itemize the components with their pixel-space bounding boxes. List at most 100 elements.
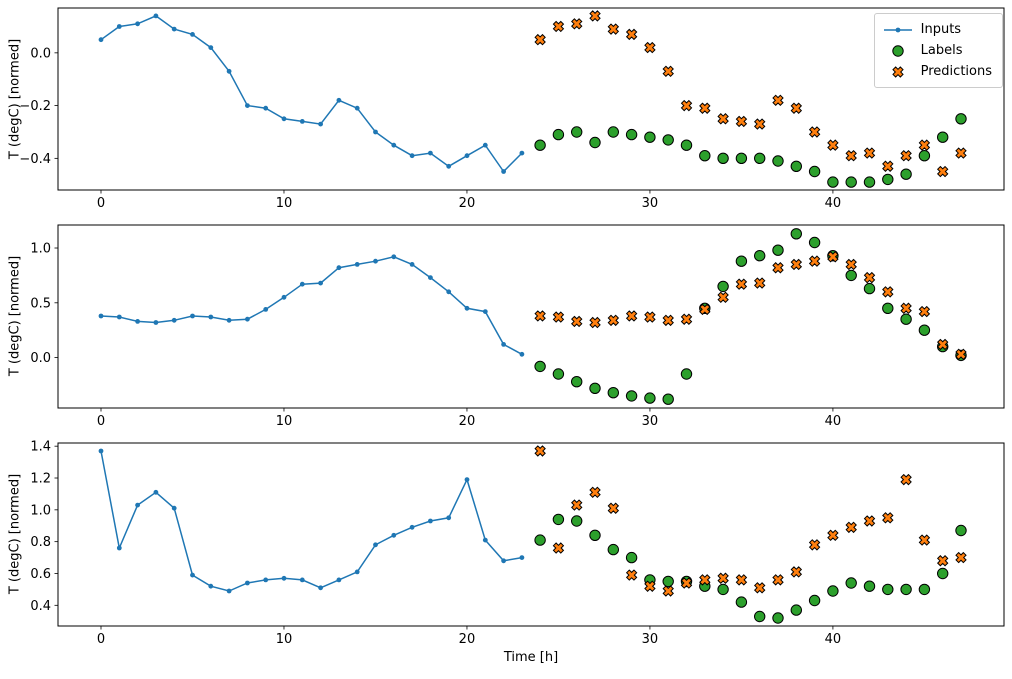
inputs-marker <box>245 580 250 586</box>
predictions-point <box>827 251 839 263</box>
y-axis-label-bottom: T (degC) [normed] <box>7 473 23 595</box>
labels-point <box>571 126 583 138</box>
predictions-point <box>900 149 912 162</box>
predictions-point <box>827 529 839 542</box>
predictions-point <box>808 539 821 551</box>
predictions-point <box>625 569 638 581</box>
inputs-marker <box>373 542 378 548</box>
labels-point <box>625 390 638 402</box>
labels-point <box>808 594 821 607</box>
inputs-marker <box>336 97 342 103</box>
labels-point <box>625 551 638 564</box>
y-tick-label: 0.5 <box>30 296 51 311</box>
y-tick-label: −0.2 <box>19 99 51 114</box>
predictions-point <box>680 313 693 325</box>
labels-point <box>552 368 565 380</box>
inputs-marker <box>501 558 506 564</box>
y-tick-label: 1.4 <box>30 440 51 455</box>
inputs-line <box>100 256 523 355</box>
predictions-point <box>571 18 583 30</box>
inputs-marker <box>208 45 214 50</box>
labels-point <box>607 126 619 138</box>
inputs-marker <box>135 21 141 27</box>
x-tick-label: 30 <box>642 196 659 211</box>
predictions-point <box>717 113 729 125</box>
inputs-marker <box>336 265 342 271</box>
x-tick-label: 30 <box>642 414 659 429</box>
labels-point <box>790 604 802 616</box>
labels-point <box>717 280 729 293</box>
x-axis-label: Time [h] <box>503 650 559 665</box>
predictions-point <box>900 302 912 315</box>
labels-point <box>900 313 912 325</box>
predictions-point <box>918 305 931 318</box>
inputs-marker <box>501 169 506 174</box>
x-tick-label: 0 <box>97 414 105 429</box>
labels-point <box>882 583 894 596</box>
labels-point <box>845 269 857 282</box>
predictions-point <box>808 126 821 138</box>
labels-point <box>662 575 674 588</box>
inputs-marker <box>226 68 232 74</box>
legend-label-labels: Labels <box>920 43 963 58</box>
labels-circle-icon <box>891 44 904 57</box>
x-tick-label: 10 <box>276 632 293 647</box>
inputs-line <box>100 450 523 592</box>
inputs-marker <box>373 129 378 135</box>
predictions-point <box>772 94 784 107</box>
legend-label-predictions: Predictions <box>920 64 992 79</box>
inputs-marker <box>391 254 397 260</box>
labels-point <box>735 596 748 608</box>
inputs-marker <box>446 515 452 521</box>
inputs-marker <box>98 313 104 319</box>
inputs-marker <box>299 577 305 583</box>
predictions-point <box>625 28 638 41</box>
inputs-marker <box>171 317 177 323</box>
inputs-marker <box>245 103 250 108</box>
labels-point <box>717 152 729 165</box>
labels-point <box>589 529 601 541</box>
inputs-marker <box>171 26 177 32</box>
predictions-point <box>644 580 656 592</box>
predictions-point <box>534 445 546 457</box>
y-tick-label: −0.4 <box>19 152 51 167</box>
inputs-marker <box>153 489 159 495</box>
axes-frame <box>57 7 1005 191</box>
predictions-point <box>753 277 766 289</box>
labels-point <box>845 577 857 589</box>
inputs-marker <box>226 588 232 594</box>
labels-point <box>534 139 546 151</box>
y-tick-label: 1.0 <box>30 503 51 518</box>
inputs-marker <box>464 305 470 311</box>
legend-inputs-dot <box>895 27 901 32</box>
predictions-point <box>808 255 821 267</box>
labels-point <box>808 165 821 178</box>
inputs-marker <box>263 577 269 583</box>
predictions-point <box>589 486 601 499</box>
inputs-marker <box>464 153 470 159</box>
legend-item-labels: Labels <box>882 40 992 61</box>
inputs-marker <box>190 313 195 319</box>
predictions-point <box>699 574 711 586</box>
y-tick-label: 0.0 <box>30 351 51 366</box>
inputs-marker <box>299 281 305 287</box>
predictions-point <box>863 271 876 284</box>
predictions-point <box>827 139 839 151</box>
predictions-point <box>772 262 784 274</box>
inputs-marker <box>409 262 415 267</box>
labels-point <box>918 150 931 162</box>
predictions-point <box>571 315 583 328</box>
inputs-marker <box>519 150 525 156</box>
labels-point <box>863 580 876 592</box>
inputs-marker <box>446 163 452 169</box>
inputs-marker <box>135 502 141 508</box>
predictions-point <box>662 65 674 78</box>
axes-frame <box>57 224 1005 409</box>
predictions-point <box>589 316 601 329</box>
inputs-marker <box>190 32 195 37</box>
inputs-marker <box>318 585 323 591</box>
inputs-marker <box>428 275 433 280</box>
inputs-marker <box>98 37 104 43</box>
predictions-point <box>955 348 967 361</box>
